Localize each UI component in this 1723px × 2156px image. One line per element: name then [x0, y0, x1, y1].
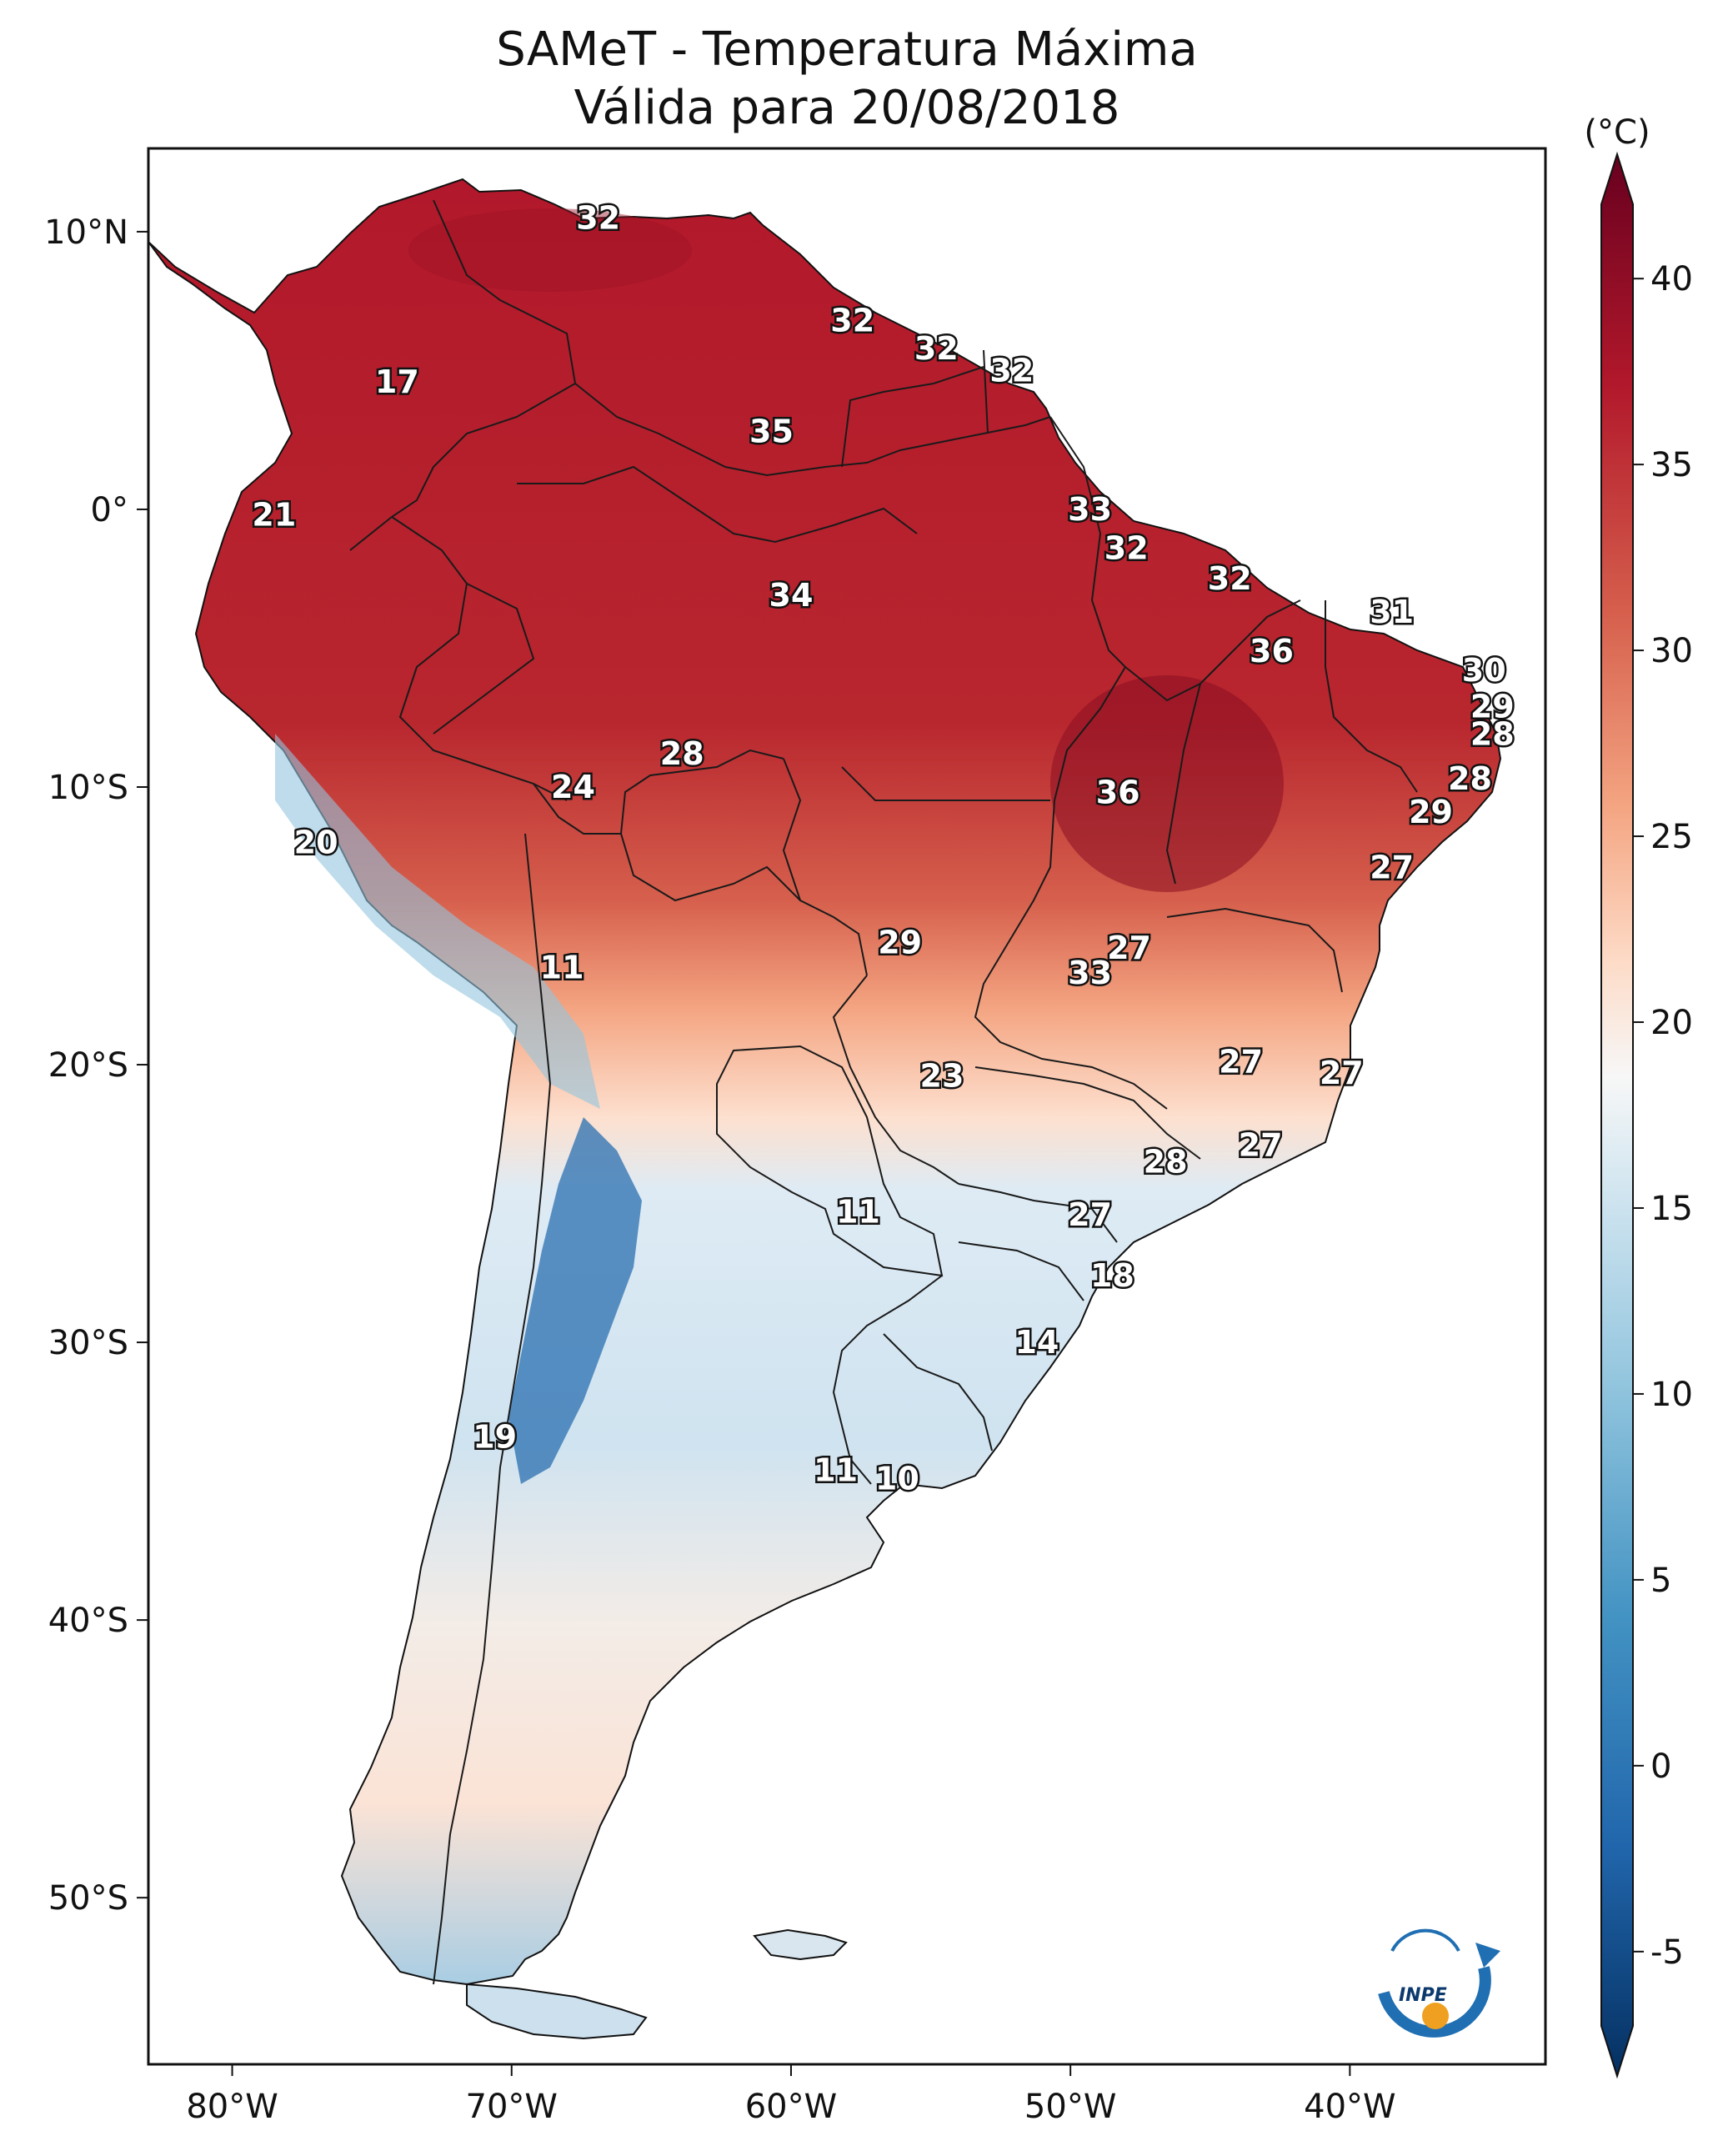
title-line-2: Válida para 20/08/2018: [574, 81, 1120, 135]
x-tick-label: 70°W: [466, 2088, 558, 2126]
inpe-logo: INPE: [1378, 1928, 1500, 2038]
colorbar-tick-label: 35: [1650, 446, 1693, 484]
station-value-label: 24: [551, 769, 595, 805]
station-value-label: 17: [375, 364, 419, 400]
country-borders: [349, 199, 1418, 1985]
station-value-label: 30: [1462, 652, 1506, 689]
x-tick-label: 40°W: [1304, 2088, 1395, 2126]
station-value-label: 32: [989, 352, 1034, 389]
colorbar-ticks: 40 35 30 25 20 15 10 5 0 -5: [1633, 260, 1693, 1972]
title-line-1: SAMeT - Temperatura Máxima: [496, 23, 1198, 77]
station-value-label: 23: [920, 1057, 964, 1094]
station-value-label: 11: [814, 1452, 858, 1488]
station-value-label: 35: [749, 414, 794, 450]
station-value-label: 34: [769, 577, 814, 614]
x-tick-label: 60°W: [745, 2088, 837, 2126]
station-value-label: 28: [660, 735, 704, 772]
station-value-label: 36: [1250, 633, 1294, 669]
station-value-label: 14: [1014, 1324, 1059, 1361]
station-value-label: 33: [1068, 955, 1112, 991]
station-value-label: 28: [1448, 760, 1492, 797]
y-tick-label: 10°N: [44, 213, 128, 252]
station-value-label: 29: [878, 925, 922, 961]
x-tick-label: 50°W: [1024, 2088, 1116, 2126]
colorbar-tick-label: 0: [1650, 1747, 1671, 1786]
station-value-label: 27: [1107, 930, 1151, 966]
y-tick-label: 30°S: [48, 1324, 128, 1362]
x-axis-ticks: 80°W 70°W 60°W 50°W 40°W: [186, 2064, 1396, 2126]
map-frame: [147, 147, 1547, 2066]
station-value-label: 31: [1370, 594, 1414, 630]
colorbar-tick-label: 20: [1650, 1004, 1693, 1042]
station-value-label: 32: [830, 302, 874, 338]
hot-core-north: [408, 208, 692, 292]
colorbar: (°C) 40 35 30 25 20 15 10 5 0 -5: [1584, 113, 1693, 2079]
station-value-label: 33: [1068, 491, 1112, 528]
y-axis-ticks: 10°N 0° 10°S 20°S 30°S 40°S 50°S: [44, 213, 148, 1918]
andes-cool-band: [275, 734, 600, 1109]
station-value-label: 29: [1409, 794, 1453, 830]
station-value-label: 10: [875, 1460, 919, 1497]
colorbar-tick-label: 5: [1650, 1562, 1671, 1600]
logo-text: INPE: [1399, 1985, 1447, 2006]
station-value-label: 32: [1208, 560, 1252, 597]
station-value-label: 11: [540, 949, 584, 985]
colorbar-tick-label: 40: [1650, 260, 1693, 298]
station-value-label: 29: [1470, 688, 1515, 725]
station-value-label: 27: [1320, 1055, 1364, 1091]
logo-sun-icon: [1422, 2003, 1449, 2029]
colorbar-tick-label: 15: [1650, 1190, 1693, 1228]
falkland-islands: [753, 1928, 848, 1961]
colorbar-unit-label: (°C): [1584, 113, 1650, 152]
y-tick-label: 40°S: [48, 1602, 128, 1640]
y-tick-label: 10°S: [48, 769, 128, 807]
colorbar-tick-label: 30: [1650, 632, 1693, 670]
station-value-label: 21: [252, 497, 296, 534]
station-value-label: 32: [1104, 530, 1149, 567]
station-value-label: 28: [1144, 1144, 1188, 1181]
station-value-label: 19: [473, 1418, 517, 1455]
station-value-label: 27: [1219, 1044, 1263, 1081]
y-tick-label: 50°S: [48, 1879, 128, 1918]
station-value-label: 18: [1090, 1257, 1134, 1294]
colorbar-tick-label: 25: [1650, 818, 1693, 856]
station-value-label: 28: [1470, 716, 1515, 753]
x-tick-label: 80°W: [186, 2088, 278, 2126]
station-value-label: 27: [1239, 1127, 1283, 1164]
station-value-label: 32: [914, 330, 959, 367]
colorbar-bar: [1600, 151, 1634, 2079]
station-value-label: 20: [294, 825, 338, 861]
station-value-label: 27: [1370, 850, 1414, 886]
andes-cold-band: [508, 1117, 642, 1484]
station-value-label: 32: [576, 199, 620, 236]
colorbar-tick-label: -5: [1650, 1933, 1684, 1972]
tierra-del-fuego: [466, 1983, 648, 2040]
station-value-label: 36: [1096, 775, 1140, 811]
hot-core-central-brazil: [1050, 675, 1284, 892]
y-tick-label: 0°: [91, 491, 128, 529]
station-value-label: 27: [1068, 1196, 1112, 1233]
station-value-label: 11: [836, 1194, 880, 1231]
y-tick-label: 20°S: [48, 1046, 128, 1085]
colorbar-tick-label: 10: [1650, 1376, 1693, 1414]
